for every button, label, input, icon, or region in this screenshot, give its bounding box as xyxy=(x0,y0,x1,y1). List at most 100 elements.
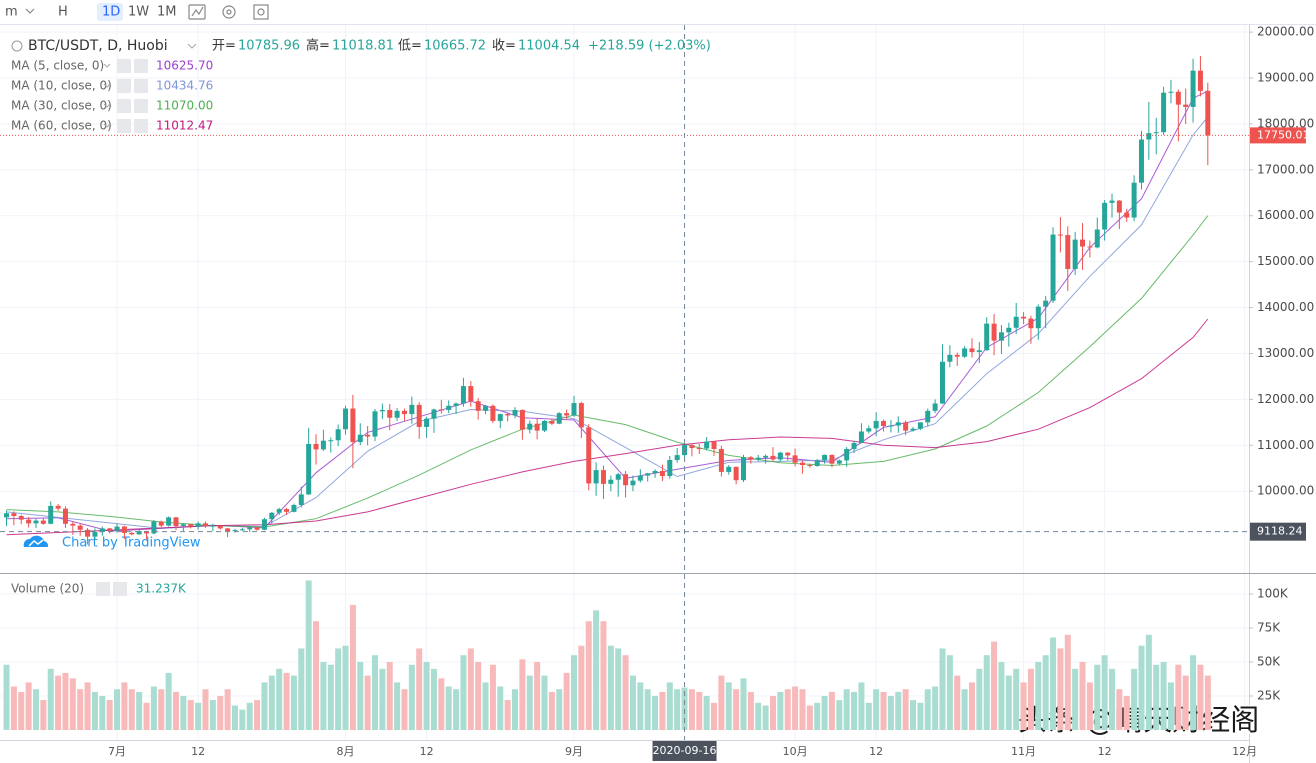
volume-bar xyxy=(364,675,371,730)
indicator-glyph xyxy=(226,9,232,15)
attribution[interactable]: Chart by TradingView xyxy=(62,536,201,551)
symbol-menu[interactable] xyxy=(187,43,197,49)
crosshair-y-label: 9118.24 xyxy=(1257,525,1303,538)
volume-bar xyxy=(1042,655,1049,730)
volume-settings-btn[interactable] xyxy=(96,582,110,596)
volume-bar xyxy=(180,696,187,730)
candle-body xyxy=(696,448,702,450)
toolbar-button[interactable]: 1M xyxy=(157,5,177,20)
ma-legend-value: 11012.47 xyxy=(156,119,213,133)
volume-bar xyxy=(195,702,202,730)
y-tick-label: 10000.00 xyxy=(1257,484,1314,498)
volume-bar xyxy=(372,655,378,730)
candle-body xyxy=(151,521,157,534)
screenshot-icon[interactable] xyxy=(253,4,269,20)
ma-settings-btn[interactable] xyxy=(117,79,131,93)
candle-body xyxy=(70,523,76,526)
indicator-icon[interactable] xyxy=(222,5,236,19)
volume-bar xyxy=(711,702,718,730)
candle-body xyxy=(711,441,717,449)
x-tick-label: 12 xyxy=(1098,745,1112,758)
x-tick-label: 8月 xyxy=(337,745,355,758)
candle-body xyxy=(291,504,297,512)
crosshair-y-tag xyxy=(1250,522,1306,541)
volume-tick-label: 25K xyxy=(1257,689,1281,703)
ma-legend-menu[interactable] xyxy=(103,63,111,68)
volume-bar xyxy=(600,621,607,730)
ma-remove-btn[interactable] xyxy=(134,59,148,73)
candle-body xyxy=(748,457,754,460)
candle-body xyxy=(180,524,186,527)
toolbar-button[interactable]: 1W xyxy=(128,5,149,20)
volume-bar xyxy=(946,655,953,730)
volume-bar xyxy=(504,700,511,730)
ma-settings-btn[interactable] xyxy=(117,119,131,133)
ma-remove-btn[interactable] xyxy=(134,99,148,113)
volume-bar xyxy=(18,691,25,730)
volume-bar xyxy=(394,682,401,730)
candle-body xyxy=(623,474,629,486)
candle-body xyxy=(1205,90,1211,136)
ma-legend-menu[interactable] xyxy=(103,103,111,108)
volume-bar xyxy=(674,689,681,730)
ma-legend-menu[interactable] xyxy=(103,123,111,128)
candle-body xyxy=(1183,104,1189,107)
volume-tick-label: 75K xyxy=(1257,621,1281,635)
candle-body xyxy=(232,530,238,532)
volume-bar xyxy=(40,700,47,730)
candle-body xyxy=(129,532,135,535)
candle-body xyxy=(85,529,91,537)
ma-remove-btn[interactable] xyxy=(134,79,148,93)
volume-bar xyxy=(666,682,673,730)
ma-legend-name: MA (5, close, 0) xyxy=(11,59,104,73)
dropdown-icon[interactable] xyxy=(25,8,35,14)
ohlc-label: 高= xyxy=(306,38,330,54)
ma-settings-btn[interactable] xyxy=(117,59,131,73)
ma-legend-value: 11070.00 xyxy=(156,99,213,113)
volume-bar xyxy=(526,675,533,730)
candle-body xyxy=(984,323,990,351)
ma-remove-btn[interactable] xyxy=(134,119,148,133)
candle-body xyxy=(1013,316,1019,328)
last-price-label: 17750.01 xyxy=(1257,128,1310,141)
volume-bar xyxy=(755,702,762,730)
volume-bar xyxy=(327,664,334,730)
volume-bar xyxy=(578,645,585,730)
chart-style-icon[interactable] xyxy=(188,4,206,20)
volume-bar xyxy=(1160,662,1167,730)
toolbar-button[interactable]: 1D xyxy=(102,5,120,20)
ohlc-label: 低= xyxy=(398,39,422,54)
volume-remove-btn[interactable] xyxy=(113,582,127,596)
candle-body xyxy=(313,443,319,450)
volume-bar xyxy=(136,691,143,730)
volume-bar xyxy=(10,686,17,730)
candle-body xyxy=(630,480,636,486)
candle-body xyxy=(1057,234,1063,236)
candle-body xyxy=(718,448,724,472)
candle-body xyxy=(586,427,592,484)
candle-body xyxy=(225,528,231,532)
volume-bar xyxy=(902,689,909,730)
candle-body xyxy=(1124,212,1130,218)
ma-legend-name: MA (30, close, 0) xyxy=(11,99,112,113)
volume-bar xyxy=(652,696,659,730)
toolbar-button[interactable]: H xyxy=(58,5,68,20)
volume-bar xyxy=(47,668,54,730)
ma-settings-btn[interactable] xyxy=(117,99,131,113)
volume-bar xyxy=(268,675,275,730)
volume-bar xyxy=(570,655,577,730)
candle-body xyxy=(1138,139,1144,183)
volume-bar xyxy=(55,675,62,730)
candle-body xyxy=(785,452,791,456)
candle-body xyxy=(453,403,459,406)
ma-legend-menu[interactable] xyxy=(103,83,111,88)
volume-bar xyxy=(910,700,917,730)
ma-line xyxy=(6,116,1209,529)
volume-bar xyxy=(1197,664,1204,730)
candle-body xyxy=(18,515,24,520)
candle-body xyxy=(903,422,909,431)
candle-body xyxy=(969,348,975,353)
volume-bar xyxy=(1167,682,1174,730)
volume-bar xyxy=(1101,655,1108,730)
toolbar-button[interactable]: m xyxy=(5,5,18,20)
